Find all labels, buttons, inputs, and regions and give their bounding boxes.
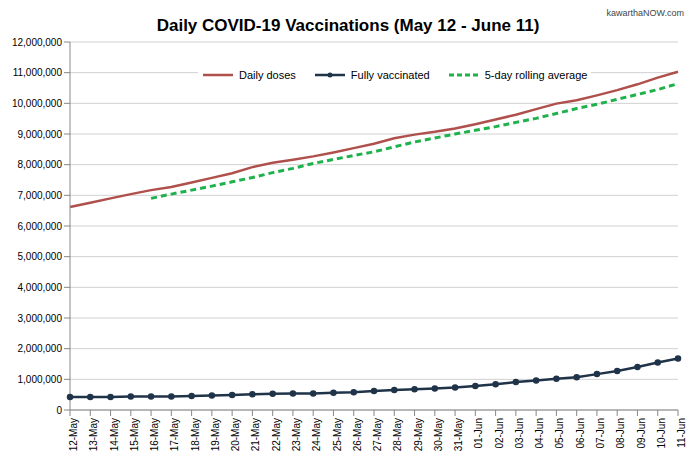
svg-text:10,000,000: 10,000,000 <box>12 98 62 109</box>
svg-text:28-May: 28-May <box>392 418 403 451</box>
svg-text:09-Jun: 09-Jun <box>636 418 647 449</box>
svg-text:06-Jun: 06-Jun <box>575 418 586 449</box>
html-text:5-day rolling average: 5-day rolling average <box>484 69 588 81</box>
html-text:Daily doses: Daily doses <box>239 69 296 81</box>
svg-text:17-May: 17-May <box>169 418 180 451</box>
svg-text:05-Jun: 05-Jun <box>555 418 566 449</box>
svg-text:0: 0 <box>56 405 62 416</box>
svg-text:12,000,000: 12,000,000 <box>12 37 62 48</box>
svg-text:9,000,000: 9,000,000 <box>18 129 63 140</box>
svg-text:12-May: 12-May <box>68 418 79 451</box>
svg-text:20-May: 20-May <box>230 418 241 451</box>
svg-text:3,000,000: 3,000,000 <box>18 313 63 324</box>
html-text:Fully vaccinated: Fully vaccinated <box>350 69 430 81</box>
svg-text:22-May: 22-May <box>271 418 282 451</box>
svg-text:1,000,000: 1,000,000 <box>18 374 63 385</box>
svg-text:5,000,000: 5,000,000 <box>18 251 63 262</box>
svg-text:15-May: 15-May <box>129 418 140 451</box>
svg-text:26-May: 26-May <box>352 418 363 451</box>
svg-text:29-May: 29-May <box>413 418 424 451</box>
svg-text:24-May: 24-May <box>311 418 322 451</box>
svg-text:02-Jun: 02-Jun <box>494 418 505 449</box>
svg-text:14-May: 14-May <box>109 418 120 451</box>
svg-text:16-May: 16-May <box>149 418 160 451</box>
svg-text:4,000,000: 4,000,000 <box>18 282 63 293</box>
svg-text:6,000,000: 6,000,000 <box>18 221 63 232</box>
svg-text:11-Jun: 11-Jun <box>676 418 687 448</box>
svg-text:30-May: 30-May <box>433 418 444 451</box>
svg-text:04-Jun: 04-Jun <box>534 418 545 449</box>
svg-text:19-May: 19-May <box>210 418 221 451</box>
svg-text:01-Jun: 01-Jun <box>473 418 484 449</box>
svg-text:25-May: 25-May <box>332 418 343 451</box>
svg-text:10-Jun: 10-Jun <box>656 418 667 449</box>
svg-text:08-Jun: 08-Jun <box>615 418 626 449</box>
svg-text:23-May: 23-May <box>291 418 302 451</box>
svg-text:27-May: 27-May <box>372 418 383 451</box>
svg-text:13-May: 13-May <box>88 418 99 451</box>
svg-text:07-Jun: 07-Jun <box>595 418 606 449</box>
svg-text:03-Jun: 03-Jun <box>514 418 525 449</box>
html-text:Daily COVID-19 Vaccinations (M: Daily COVID-19 Vaccinations (May 12 - Ju… <box>156 16 540 35</box>
svg-text:7,000,000: 7,000,000 <box>18 190 63 201</box>
svg-text:18-May: 18-May <box>190 418 201 451</box>
svg-text:2,000,000: 2,000,000 <box>18 343 63 354</box>
svg-text:11,000,000: 11,000,000 <box>13 67 63 78</box>
svg-text:31-May: 31-May <box>453 418 464 451</box>
html-text:kawarthaNOW.com: kawarthaNOW.com <box>606 8 684 18</box>
svg-text:8,000,000: 8,000,000 <box>18 159 63 170</box>
svg-text:21-May: 21-May <box>251 418 262 451</box>
